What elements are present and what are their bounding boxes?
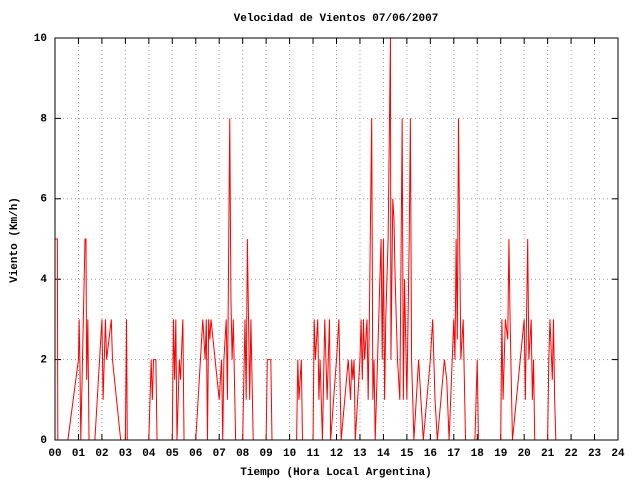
x-tick-label: 22	[564, 448, 577, 460]
y-tick-label: 4	[40, 274, 47, 286]
x-axis-label: Tiempo (Hora Local Argentina)	[240, 467, 431, 479]
x-tick-label: 13	[353, 448, 367, 460]
x-tick-label: 04	[142, 448, 156, 460]
x-tick-label: 09	[260, 448, 273, 460]
x-tick-label: 23	[588, 448, 602, 460]
y-tick-label: 8	[40, 113, 47, 125]
y-tick-label: 2	[40, 355, 47, 367]
x-tick-label: 24	[611, 448, 625, 460]
x-tick-label: 02	[95, 448, 108, 460]
y-tick-label: 10	[34, 33, 47, 45]
x-tick-label: 19	[494, 448, 507, 460]
x-tick-label: 18	[471, 448, 485, 460]
x-tick-label: 15	[400, 448, 414, 460]
data-line	[55, 37, 557, 441]
chart-title: Velocidad de Vientos 07/06/2007	[234, 13, 439, 25]
x-tick-label: 14	[377, 448, 391, 460]
x-tick-label: 05	[166, 448, 180, 460]
y-tick-label: 0	[40, 435, 47, 447]
x-tick-label: 07	[213, 448, 226, 460]
x-tick-label: 01	[72, 448, 86, 460]
x-tick-label: 11	[306, 448, 320, 460]
x-tick-label: 10	[283, 448, 296, 460]
x-tick-label: 08	[236, 448, 250, 460]
x-tick-label: 00	[48, 448, 61, 460]
x-tick-label: 21	[541, 448, 555, 460]
x-tick-label: 20	[518, 448, 531, 460]
x-tick-label: 03	[119, 448, 133, 460]
x-tick-label: 12	[330, 448, 343, 460]
x-tick-label: 16	[424, 448, 437, 460]
x-tick-label: 06	[189, 448, 202, 460]
plot-border	[54, 37, 619, 441]
y-axis-label: Viento (Km/h)	[9, 197, 21, 283]
x-tick-label: 17	[447, 448, 460, 460]
y-tick-label: 6	[40, 194, 47, 206]
